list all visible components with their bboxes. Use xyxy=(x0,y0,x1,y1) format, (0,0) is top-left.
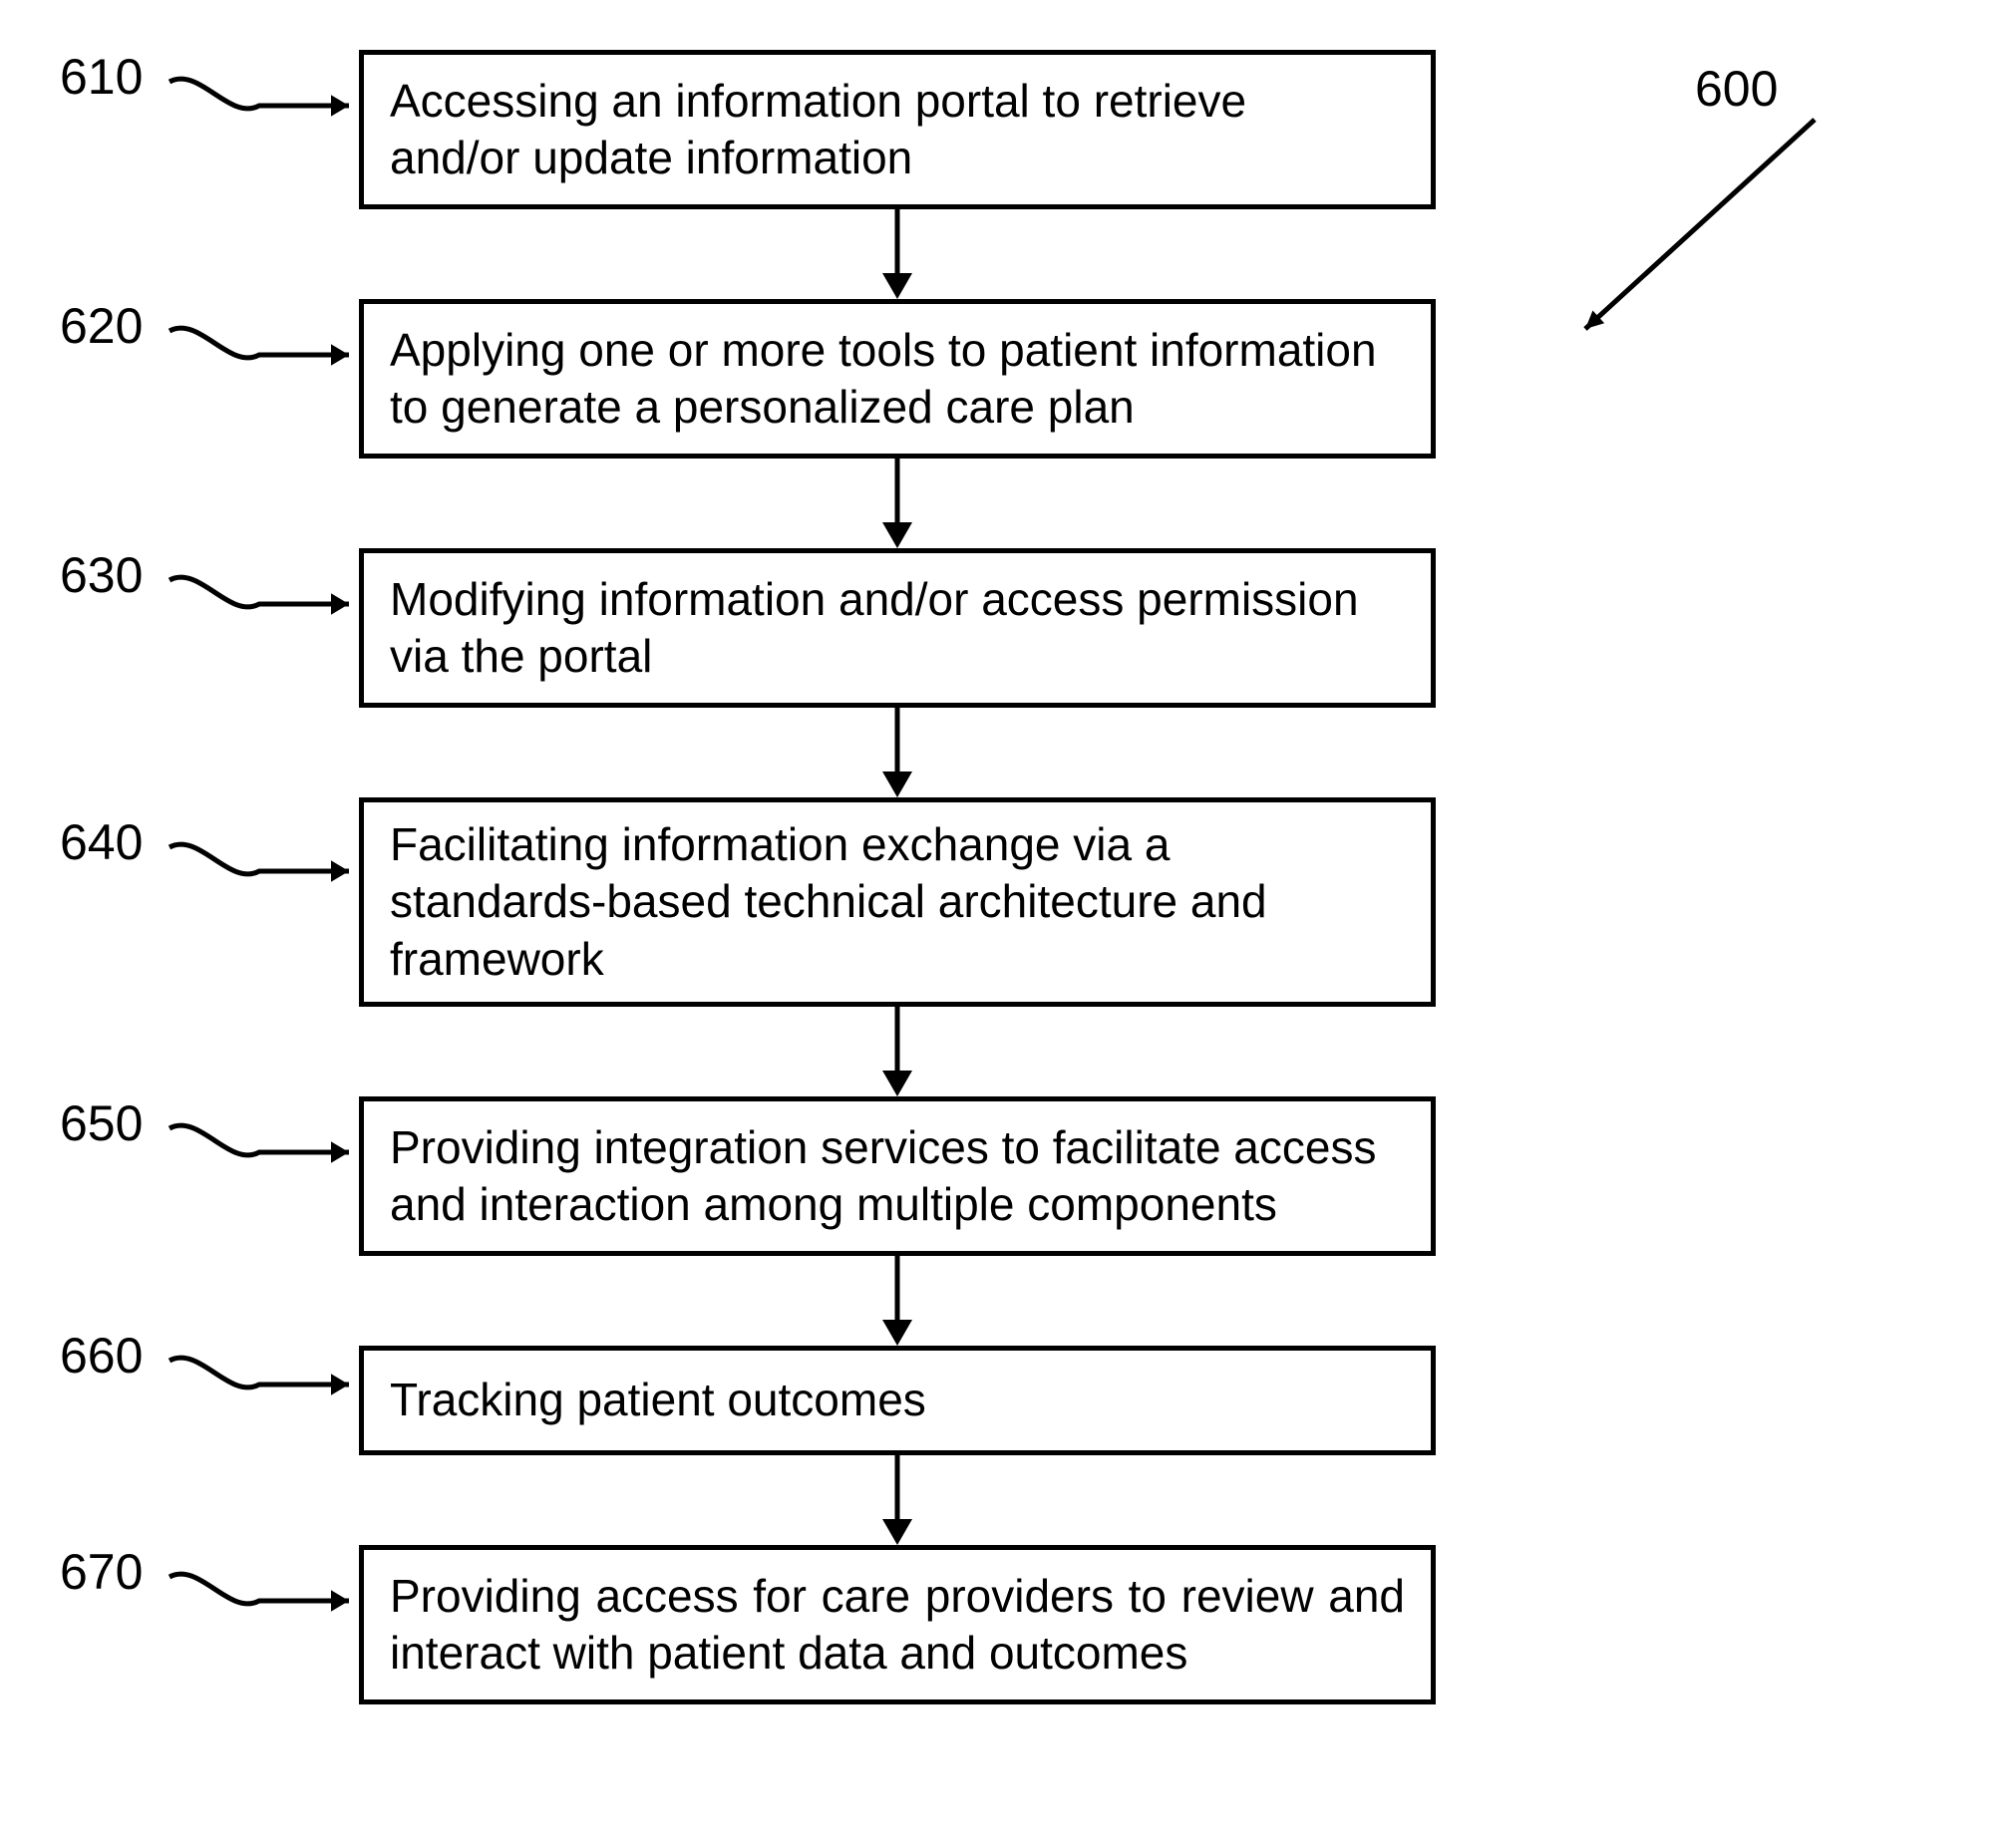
flow-step-text: Providing access for care providers to r… xyxy=(390,1568,1405,1683)
leader-630 xyxy=(160,554,369,654)
leader-620 xyxy=(160,305,369,405)
flow-step-text: Accessing an information portal to retri… xyxy=(390,73,1246,187)
connector-arrow xyxy=(867,1455,927,1549)
step-ref-label-630: 630 xyxy=(60,546,143,604)
figure-ref-pointer xyxy=(1560,95,1840,354)
step-ref-label-620: 620 xyxy=(60,297,143,355)
flow-step-610: Accessing an information portal to retri… xyxy=(359,50,1436,209)
connector-arrow xyxy=(867,1256,927,1350)
step-ref-label-660: 660 xyxy=(60,1327,143,1385)
flow-step-640: Facilitating information exchange via a … xyxy=(359,797,1436,1007)
flow-step-text: Facilitating information exchange via a … xyxy=(390,816,1267,989)
flow-step-text: Modifying information and/or access perm… xyxy=(390,571,1359,686)
leader-610 xyxy=(160,56,369,155)
flow-step-660: Tracking patient outcomes xyxy=(359,1346,1436,1455)
leader-650 xyxy=(160,1102,369,1202)
flow-step-text: Applying one or more tools to patient in… xyxy=(390,322,1377,437)
step-ref-label-650: 650 xyxy=(60,1094,143,1152)
connector-arrow xyxy=(867,708,927,801)
connector-arrow xyxy=(867,1007,927,1100)
step-ref-label-670: 670 xyxy=(60,1543,143,1601)
leader-670 xyxy=(160,1551,369,1651)
flow-step-670: Providing access for care providers to r… xyxy=(359,1545,1436,1704)
step-ref-label-640: 640 xyxy=(60,813,143,871)
connector-arrow xyxy=(867,209,927,303)
leader-640 xyxy=(160,821,369,921)
flow-step-text: Tracking patient outcomes xyxy=(390,1372,926,1429)
flow-step-650: Providing integration services to facili… xyxy=(359,1096,1436,1256)
flow-step-text: Providing integration services to facili… xyxy=(390,1119,1376,1234)
flow-step-630: Modifying information and/or access perm… xyxy=(359,548,1436,708)
flow-step-620: Applying one or more tools to patient in… xyxy=(359,299,1436,459)
step-ref-label-610: 610 xyxy=(60,48,143,106)
leader-660 xyxy=(160,1335,369,1434)
connector-arrow xyxy=(867,459,927,552)
flowchart-canvas: 600Accessing an information portal to re… xyxy=(0,0,2013,1848)
